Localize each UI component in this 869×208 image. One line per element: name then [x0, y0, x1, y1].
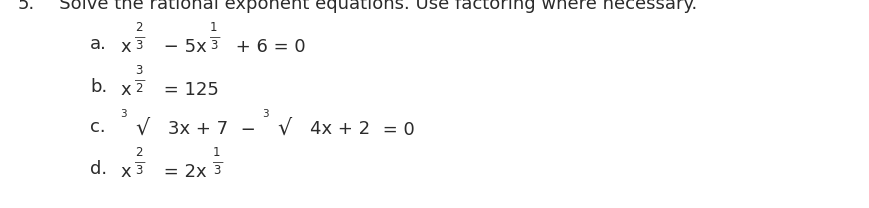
Text: 4x + 2: 4x + 2 [309, 120, 370, 138]
Text: 2: 2 [135, 146, 143, 159]
Text: d.: d. [90, 160, 107, 178]
Text: b.: b. [90, 78, 107, 96]
Text: c.: c. [90, 118, 106, 136]
Text: 1: 1 [213, 146, 221, 159]
Text: + 6 = 0: + 6 = 0 [230, 38, 306, 56]
Text: x: x [120, 38, 130, 56]
Text: x: x [120, 163, 130, 181]
Text: 2: 2 [135, 82, 143, 95]
Text: x: x [120, 81, 130, 99]
Text: Solve the rational exponent equations. Use factoring where necessary.: Solve the rational exponent equations. U… [43, 0, 698, 13]
Text: 3: 3 [213, 164, 221, 177]
Text: 5.: 5. [18, 0, 36, 13]
Text: = 2x: = 2x [158, 163, 207, 181]
Text: √: √ [136, 119, 149, 139]
Text: √: √ [277, 119, 292, 139]
Text: = 0: = 0 [377, 121, 415, 139]
Text: −: − [235, 121, 262, 139]
Text: 3: 3 [135, 39, 143, 52]
Text: 2: 2 [135, 21, 143, 34]
Text: ―: ― [135, 75, 145, 85]
Text: 3: 3 [210, 39, 217, 52]
Text: = 125: = 125 [158, 81, 219, 99]
Text: 3: 3 [135, 64, 143, 77]
Text: 1: 1 [210, 21, 217, 34]
Text: ―: ― [135, 157, 145, 167]
Text: 3: 3 [120, 109, 127, 119]
Text: 3: 3 [262, 109, 269, 119]
Text: ―: ― [135, 32, 145, 42]
Text: ―: ― [210, 32, 221, 42]
Text: 3: 3 [135, 164, 143, 177]
Text: − 5x: − 5x [158, 38, 207, 56]
Text: ―: ― [213, 157, 223, 167]
Text: a.: a. [90, 35, 107, 53]
Text: 3x + 7: 3x + 7 [168, 120, 228, 138]
